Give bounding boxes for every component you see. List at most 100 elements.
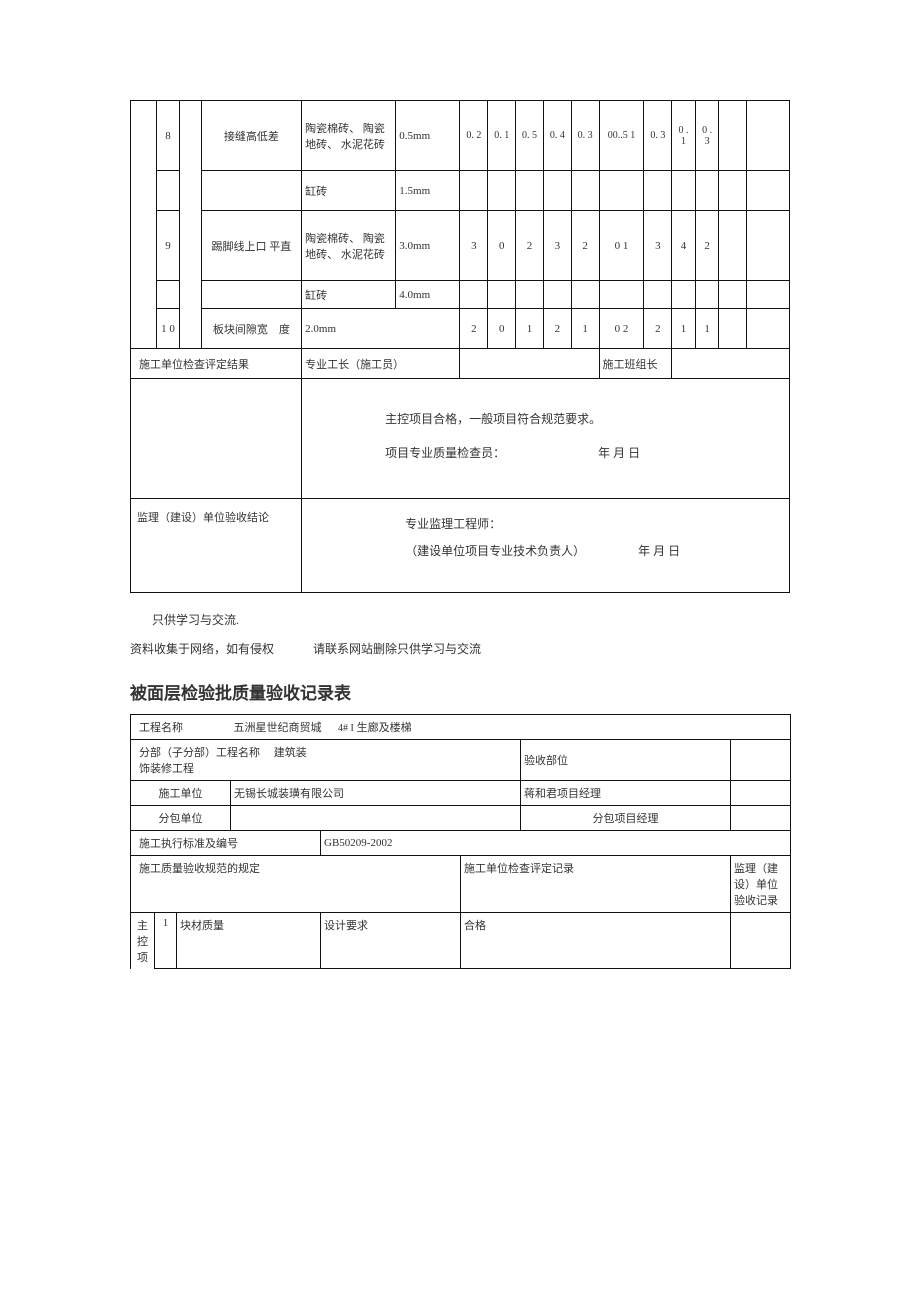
data-cell: 0. 3	[571, 101, 599, 171]
std-val: GB50209-2002	[321, 830, 791, 855]
foreman-blank	[460, 349, 599, 379]
data-cell: 3	[644, 211, 672, 281]
data-cell: 1	[695, 309, 719, 349]
data-cell: 0	[488, 211, 516, 281]
row-num: 9	[156, 211, 180, 281]
row1-num: 1	[155, 912, 177, 969]
data-cell: 1	[571, 309, 599, 349]
data-cell-blank	[719, 101, 747, 171]
accept-part-blank	[731, 739, 791, 780]
row-num: 8	[156, 101, 180, 171]
data-cell	[644, 171, 672, 211]
data-cell: 0 1	[599, 211, 644, 281]
data-cell	[599, 281, 644, 309]
subcon-label: 分包单位	[131, 805, 231, 830]
data-cell: 0	[488, 309, 516, 349]
row-material: 缸砖	[302, 171, 396, 211]
data-cell	[516, 281, 544, 309]
main-ctrl-label: 主 控 项	[131, 912, 155, 969]
data-cell: 2	[516, 211, 544, 281]
data-cell-blank	[747, 171, 790, 211]
data-cell: 2	[644, 309, 672, 349]
row1-super-blank	[731, 912, 791, 969]
data-cell: 0 . 3	[695, 101, 719, 171]
row-material: 陶瓷棉砖、 陶瓷地砖、 水泥花砖	[302, 211, 396, 281]
row-item	[201, 281, 302, 309]
data-cell: 0. 2	[460, 101, 488, 171]
row-item: 踢脚线上口 平直	[201, 211, 302, 281]
row-merged: 2.0mm	[302, 309, 460, 349]
row1-res: 合格	[461, 912, 731, 969]
data-cell	[695, 281, 719, 309]
section-title: 被面层检验批质量验收记录表	[130, 679, 790, 704]
data-cell: 3	[543, 211, 571, 281]
data-cell-blank	[747, 101, 790, 171]
data-cell: 0. 3	[644, 101, 672, 171]
team-leader-blank	[672, 349, 790, 379]
conclusion2-body: 专业监理工程师： （建设单位项目专业技术负责人） 年 月 日	[302, 499, 790, 593]
pm-blank	[731, 780, 791, 805]
row-num: 1 0	[156, 309, 180, 349]
conclusion2-label: 监理（建设）单位验收结论	[131, 499, 302, 593]
data-cell: 1	[516, 309, 544, 349]
data-cell	[672, 171, 696, 211]
data-cell: 00..5 1	[599, 101, 644, 171]
data-cell	[543, 281, 571, 309]
data-cell: 0. 4	[543, 101, 571, 171]
footer-note: 只供学习与交流.	[152, 611, 790, 628]
data-cell	[571, 281, 599, 309]
foreman-label: 专业工长（施工员）	[302, 349, 460, 379]
data-cell: 2	[695, 211, 719, 281]
data-cell	[672, 281, 696, 309]
data-cell-blank	[719, 211, 747, 281]
record-header-table: 工程名称 五洲星世纪商贸城 4# I 生廊及楼梯 分部（子分部）工程名称 建筑装…	[130, 714, 791, 970]
data-cell-blank	[747, 281, 790, 309]
row1-item: 块材质量	[177, 912, 321, 969]
record-label: 施工单位检查评定记录	[461, 855, 731, 912]
data-cell: 2	[543, 309, 571, 349]
sub-pm-blank	[731, 805, 791, 830]
proj-name-label: 工程名称	[131, 714, 231, 739]
conclusion1-checker: 项目专业质量检查员：	[385, 446, 505, 460]
row-limit: 4.0mm	[396, 281, 460, 309]
data-cell	[695, 171, 719, 211]
data-cell: 4	[672, 211, 696, 281]
disclaimer: 资料收集于网络，如有侵权 请联系网站删除只供学习与交流	[130, 640, 790, 657]
construct-unit-label: 施工单位	[131, 780, 231, 805]
disclaimer-part1: 资料收集于网络，如有侵权	[130, 640, 274, 657]
conclusion1-date: 年 月 日	[598, 437, 640, 471]
conclusion1-stub	[131, 379, 302, 499]
data-cell	[644, 281, 672, 309]
row-item: 接缝高低差	[201, 101, 302, 171]
data-cell: 0 2	[599, 309, 644, 349]
eval-result-label: 施工单位检查评定结果	[131, 349, 302, 379]
proj-suffix: 生廊及楼梯	[357, 722, 412, 734]
data-cell	[516, 171, 544, 211]
construct-unit-val: 无锡长城装璜有限公司	[231, 780, 521, 805]
data-cell-blank	[747, 211, 790, 281]
data-cell: 2	[571, 211, 599, 281]
data-cell	[543, 171, 571, 211]
row-item: 板块间隙宽 度	[201, 309, 302, 349]
data-cell: 2	[460, 309, 488, 349]
accept-part-label: 验收部位	[521, 739, 731, 780]
inspection-rows-table: 8 接缝高低差 陶瓷棉砖、 陶瓷地砖、 水泥花砖 0.5mm 0. 2 0. 1…	[130, 100, 790, 593]
subpart-blank	[321, 739, 521, 780]
team-leader-label: 施工班组长	[599, 349, 672, 379]
data-cell-blank	[747, 309, 790, 349]
std-label: 施工执行标准及编号	[131, 830, 321, 855]
data-cell-blank	[719, 309, 747, 349]
data-cell: 0 . 1	[672, 101, 696, 171]
data-cell	[599, 171, 644, 211]
conclusion2-line1: 专业监理工程师：	[405, 511, 766, 537]
pm-label: 蒋和君项目经理	[521, 780, 731, 805]
row-item	[201, 171, 302, 211]
disclaimer-part2: 请联系网站删除只供学习与交流	[313, 640, 481, 657]
row-num	[156, 171, 180, 211]
data-cell	[488, 281, 516, 309]
data-cell	[571, 171, 599, 211]
conclusion1-line1: 主控项目合格，一般项目符合规范要求。	[385, 403, 766, 437]
data-cell-blank	[719, 281, 747, 309]
conclusion2-line2: （建设单位项目专业技术负责人）	[405, 544, 585, 558]
data-cell	[460, 171, 488, 211]
